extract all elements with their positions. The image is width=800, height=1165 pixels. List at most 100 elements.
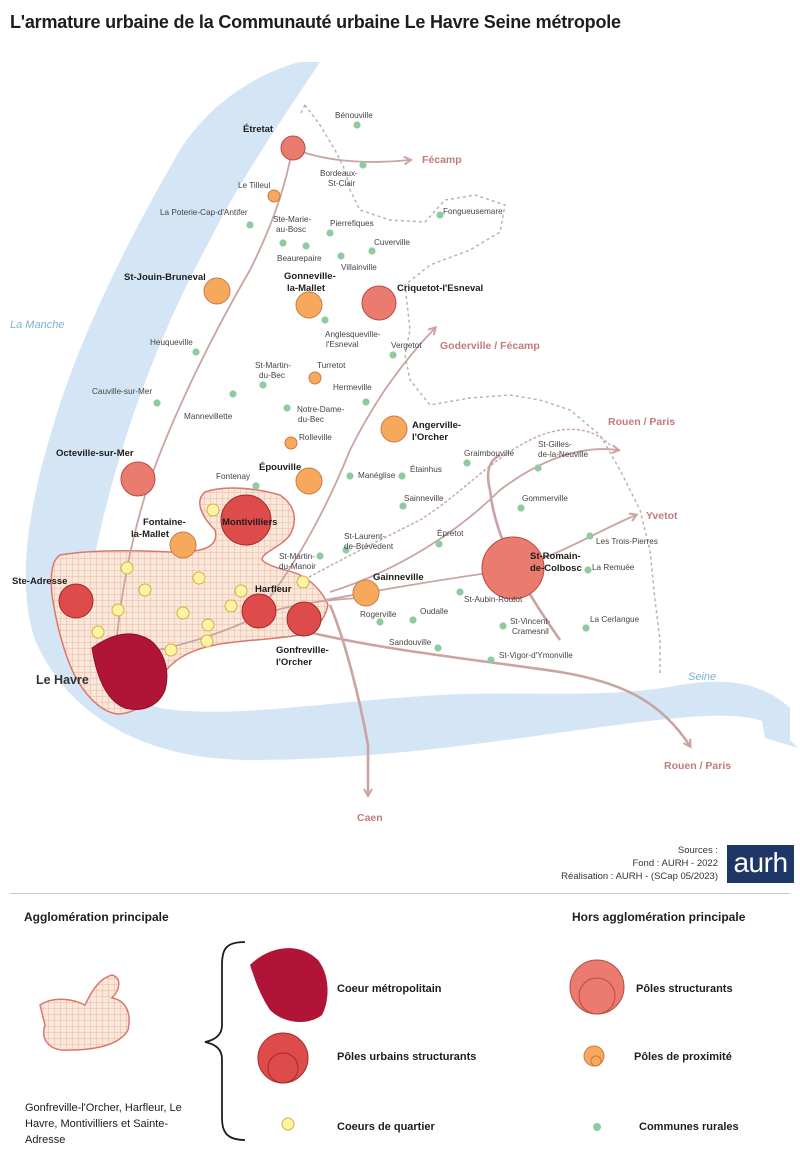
urban-pole xyxy=(241,593,277,629)
place-label: Graimbouville xyxy=(464,449,514,458)
rural-dot xyxy=(246,221,254,229)
legend-label-structuring: Pôles structurants xyxy=(636,983,733,995)
pole-label: de-Colbosc xyxy=(530,563,582,574)
place-label: La Poterie-Cap-d'Antifer xyxy=(160,208,248,217)
place-label: Sainneville xyxy=(404,494,444,503)
place-label: St-Vincent- xyxy=(510,617,551,626)
pole-label: St-Jouin-Bruneval xyxy=(124,272,206,283)
map-title: L'armature urbaine de la Communauté urba… xyxy=(10,12,621,32)
sources-line: Sources : xyxy=(677,845,718,856)
place-label: La Remuée xyxy=(592,563,635,572)
rural-dot xyxy=(582,624,590,632)
place-label: Sandouville xyxy=(389,638,432,647)
proximity-pole xyxy=(169,531,197,559)
pole-label: Gonfreville- xyxy=(276,645,329,656)
rural-dot xyxy=(302,242,310,250)
pole-label: l'Orcher xyxy=(276,657,312,668)
place-label: Cramesnil xyxy=(512,627,549,636)
territory-boundary xyxy=(304,104,661,675)
rural-dot xyxy=(362,398,370,406)
pole-label: Angerville- xyxy=(412,420,461,431)
place-label: Cauville-sur-Mer xyxy=(92,387,152,396)
pole-label: Épouville xyxy=(259,462,301,473)
quarter-heart xyxy=(111,603,125,617)
pole-label: Le Havre xyxy=(36,673,89,687)
pole-label: Montivilliers xyxy=(222,517,277,528)
legend-urban-pole-inner xyxy=(267,1052,299,1084)
pole-label: St-Romain- xyxy=(530,551,581,562)
place-label: Étainhus xyxy=(410,464,442,474)
place-label: au-Bosc xyxy=(276,225,306,234)
direction-fecamp: Fécamp xyxy=(422,154,462,166)
place-label: Les Trois-Pierres xyxy=(596,537,658,546)
legend-graphics xyxy=(39,941,625,1141)
quarter-heart xyxy=(201,618,215,632)
sources-line: Fond : AURH - 2022 xyxy=(632,858,718,869)
road-rouen-north xyxy=(329,449,618,593)
rural-dot xyxy=(279,239,287,247)
rural-dot xyxy=(359,161,367,169)
place-label: Bordeaux- xyxy=(320,169,358,178)
legend-rural xyxy=(593,1123,601,1131)
rural-dot xyxy=(434,644,442,652)
direction-rouen-south: Rouen / Paris xyxy=(664,760,731,772)
place-label: du-Bec xyxy=(298,415,324,424)
place-label: Rogerville xyxy=(360,610,397,619)
road-caen xyxy=(328,604,368,795)
quarter-heart xyxy=(192,571,206,585)
place-label: Cuverville xyxy=(374,238,410,247)
place-label: Vergetot xyxy=(391,341,422,350)
proximity-pole xyxy=(284,436,298,450)
quarter-heart xyxy=(138,583,152,597)
proximity-pole xyxy=(308,371,322,385)
rural-dot xyxy=(389,351,397,359)
rural-dot xyxy=(321,316,329,324)
legend-divider xyxy=(10,893,790,894)
pole-label: Octeville-sur-Mer xyxy=(56,448,134,459)
quarter-heart xyxy=(164,643,178,657)
place-label: Bénouville xyxy=(335,111,373,120)
rural-dot xyxy=(398,472,406,480)
rural-dot xyxy=(534,464,542,472)
place-label: Rolleville xyxy=(299,433,332,442)
proximity-pole xyxy=(267,189,281,203)
legend-brace xyxy=(204,941,246,1141)
structuring-pole xyxy=(361,285,397,321)
rural-dot xyxy=(499,622,507,630)
rural-dot xyxy=(283,404,291,412)
rural-dot xyxy=(456,588,464,596)
pole-label: Criquetot-l'Esneval xyxy=(397,283,483,294)
place-label: Ste-Marie- xyxy=(273,215,311,224)
rural-dot xyxy=(229,390,237,398)
place-label: Turretot xyxy=(317,361,346,370)
rural-dot xyxy=(252,482,260,490)
legend-agglo-note: Gonfreville-l'Orcher, Harfleur, Le Havre… xyxy=(25,1102,182,1146)
pole-label: la-Mallet xyxy=(131,529,170,540)
place-label: Villainville xyxy=(341,263,377,272)
legend-quarter xyxy=(281,1117,295,1131)
sources-line: Réalisation : AURH - (SCap 05/2023) xyxy=(561,871,718,882)
legend-urban-pole xyxy=(257,1032,309,1084)
rural-dot xyxy=(337,252,345,260)
place-label: Mannevillette xyxy=(184,412,233,421)
manche-label: La Manche xyxy=(10,319,64,331)
internal-dash xyxy=(299,428,611,583)
pole-label: Ste-Adresse xyxy=(12,576,67,587)
seine-label: Seine xyxy=(688,671,716,683)
place-label: Fongueusemare xyxy=(443,207,503,216)
direction-caen: Caen xyxy=(357,812,383,824)
place-label: de-la-Neuville xyxy=(538,450,589,459)
pole-label: l'Orcher xyxy=(412,432,448,443)
place-label: St-Clair xyxy=(328,179,356,188)
quarter-heart xyxy=(234,584,248,598)
structuring-pole xyxy=(120,461,156,497)
sources-block: Sources : Fond : AURH - 2022 Réalisation… xyxy=(561,844,718,883)
place-label: Beaurepaire xyxy=(277,254,322,263)
pole-label: Harfleur xyxy=(255,584,292,595)
place-label: Épretot xyxy=(437,528,464,538)
pole-label: Gonneville- xyxy=(284,271,336,282)
rural-dot xyxy=(326,229,334,237)
place-label: Fontenay xyxy=(216,472,251,481)
direction-yvetot: Yvetot xyxy=(646,510,678,522)
